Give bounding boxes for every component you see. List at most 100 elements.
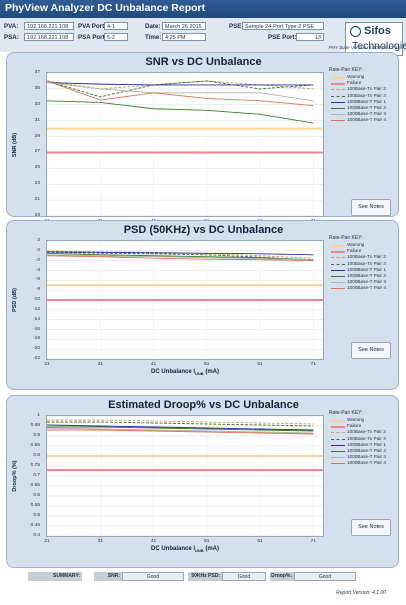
- y-tick-label-1-3: -16: [33, 326, 40, 332]
- legend-swatch-2-7: [331, 463, 345, 465]
- y-axis-label-1: PSD (dB): [12, 288, 18, 312]
- legend-swatch-1-3: [331, 263, 345, 265]
- sifos-logo-icon: [350, 26, 361, 37]
- x-tick-label-1-4: 61: [257, 362, 263, 367]
- x-axis-label-sub-2: UNB: [195, 548, 204, 554]
- legend-label-1-6: 1000Base-T Pair 3: [347, 279, 386, 285]
- legend-item-2-4: 1000Base-T Pair 1: [329, 442, 386, 448]
- y-tick-label-1-10: -2: [35, 257, 40, 263]
- summary-bar: SUMMARY: SNR: Good 50KHz PSD: Good Droop…: [28, 572, 356, 581]
- see-notes-button-0[interactable]: See Notes: [351, 199, 391, 216]
- y-tick-label-2-0: 0.4: [33, 533, 40, 538]
- legend-label-0-1: Failure: [347, 80, 362, 86]
- x-tick-label-1-3: 51: [204, 362, 210, 367]
- see-notes-button-1[interactable]: See Notes: [351, 342, 391, 359]
- chart-svg-1: [46, 240, 323, 360]
- date-field: March 26 2015: [162, 22, 206, 30]
- x-axis-label-2: DC Unbalance IUNB (mA): [46, 546, 324, 553]
- legend-title-1: Rate-Pair KEY:: [329, 235, 363, 241]
- x-tick-label-1-2: 41: [150, 362, 157, 367]
- y-axis-label-0: SNR (dB): [12, 132, 18, 157]
- x-tick-label-2-4: 61: [257, 539, 263, 544]
- chart-title-1: PSD (50KHz) vs DC Unbalance: [123, 224, 284, 236]
- legend-item-2-7: 1000Base-T Pair 4: [329, 460, 386, 466]
- y-tick-label-2-5: 0.65: [30, 483, 40, 488]
- y-tick-label-0-4: 27: [34, 149, 40, 155]
- legend-item-2-3: 100Base-Tx Pair 3: [329, 436, 386, 442]
- legend-item-0-5: 1000Base-T Pair 2: [329, 105, 386, 111]
- x-tick-label-2-2: 41: [150, 539, 157, 544]
- y-tick-label-0-9: 37: [34, 70, 40, 75]
- y-tick-label-0-2: 23: [34, 181, 40, 187]
- plot-area-2: [46, 415, 324, 537]
- summary-snr-value: Good: [122, 572, 184, 581]
- series-line-0-0: [46, 80, 314, 90]
- chart-title-2: Estimated Droop% vs DC Unbalance: [108, 399, 299, 411]
- x-axis-label-unit-1: (mA): [203, 369, 220, 375]
- pse-port-field: 13: [296, 33, 324, 41]
- legend-label-1-3: 100Base-Tx Pair 3: [347, 260, 386, 266]
- legend-label-2-0: Warning: [347, 417, 365, 422]
- pva-port-label: PVA Port:: [78, 23, 107, 30]
- legend-label-2-6: 1000Base-T Pair 3: [347, 454, 386, 460]
- legend-item-2-6: 1000Base-T Pair 3: [329, 454, 386, 460]
- x-axis-label-text-2: DC Unbalance I: [150, 546, 195, 552]
- summary-droop-label: Droop%:: [270, 572, 294, 581]
- y-tick-label-2-4: 0.6: [33, 493, 40, 498]
- legend-swatch-2-0: [331, 420, 345, 422]
- legend-item-0-0: Warning: [329, 74, 386, 80]
- pse-field: Sample 24-Port Type-2 PSE: [242, 22, 324, 30]
- y-tick-label-1-11: 0: [37, 247, 40, 253]
- x-tick-label-1-5: 71: [310, 362, 316, 367]
- legend-item-1-3: 100Base-Tx Pair 3: [329, 261, 386, 267]
- summary-title: SUMMARY:: [28, 572, 82, 581]
- y-tick-label-1-4: -14: [33, 316, 40, 322]
- y-axis-label-2: Droop% (%): [12, 460, 18, 492]
- legend-label-1-1: Failure: [347, 248, 362, 254]
- legend-item-2-1: Failure: [329, 423, 386, 429]
- series-line-0-4: [46, 82, 314, 102]
- series-line-0-1: [46, 80, 314, 98]
- app-title: PhyView Analyzer DC Unbalance Report: [5, 2, 206, 14]
- y-tick-label-2-2: 0.5: [33, 513, 40, 518]
- snr-chart-panel: SNR vs DC Unbalance192123252729313335372…: [6, 52, 399, 233]
- legend-item-1-0: Warning: [329, 242, 386, 248]
- legend-label-0-5: 1000Base-T Pair 2: [347, 104, 386, 110]
- psa-ip-field: 192.168.221.108: [24, 33, 74, 41]
- y-tick-label-2-7: 0.75: [30, 463, 40, 468]
- x-axis-label-1: DC Unbalance IUNB (mA): [46, 369, 324, 376]
- legend-label-0-7: 1000Base-T Pair 4: [347, 117, 386, 123]
- time-label: Time:: [145, 34, 162, 41]
- legend-swatch-2-4: [331, 444, 345, 446]
- legend-swatch-2-6: [331, 457, 345, 459]
- legend-swatch-0-4: [331, 101, 345, 103]
- legend-swatch-0-5: [331, 107, 345, 109]
- legend-item-1-4: 1000Base-T Pair 1: [329, 267, 386, 273]
- x-axis-label-text-1: DC Unbalance I: [150, 369, 195, 375]
- legend-swatch-1-4: [331, 269, 345, 271]
- legend-item-0-7: 1000Base-T Pair 4: [329, 117, 386, 123]
- x-tick-label-2-3: 51: [204, 539, 210, 544]
- see-notes-button-2[interactable]: See Notes: [351, 519, 391, 536]
- legend-swatch-0-3: [331, 95, 345, 97]
- legend-swatch-0-6: [331, 114, 345, 116]
- psa-port-field: 5-2: [104, 33, 128, 41]
- legend-swatch-2-5: [331, 450, 345, 452]
- y-tick-label-1-5: -12: [33, 306, 40, 312]
- legend-swatch-1-2: [331, 257, 345, 259]
- legend-swatch-0-1: [331, 83, 345, 86]
- y-tick-label-2-11: 0.95: [30, 423, 40, 428]
- series-line-2-2: [46, 424, 314, 431]
- droop-chart-panel: Estimated Droop% vs DC Unbalance 0.4 0.45 0…: [6, 395, 399, 568]
- legend-1: Rate-Pair KEY: Warning Failure 100Base-Tx P…: [329, 235, 386, 292]
- legend-label-0-0: Warning: [347, 74, 365, 79]
- psd-chart-panel: PSD (50KHz) vs DC Unbalance -22 -20 -18 -16-…: [6, 220, 399, 390]
- series-line-1-5: [46, 255, 314, 262]
- y-tick-label-1-9: -4: [35, 267, 40, 273]
- legend-label-1-5: 1000Base-T Pair 2: [347, 272, 386, 278]
- legend-0: Rate-Pair KEY: Warning Failure 100Base-Tx P…: [329, 67, 386, 124]
- legend-label-2-4: 1000Base-T Pair 1: [347, 441, 386, 447]
- x-tick-label-2-1: 31: [97, 539, 103, 544]
- series-line-2-4: [46, 427, 314, 434]
- date-label: Date:: [145, 23, 161, 30]
